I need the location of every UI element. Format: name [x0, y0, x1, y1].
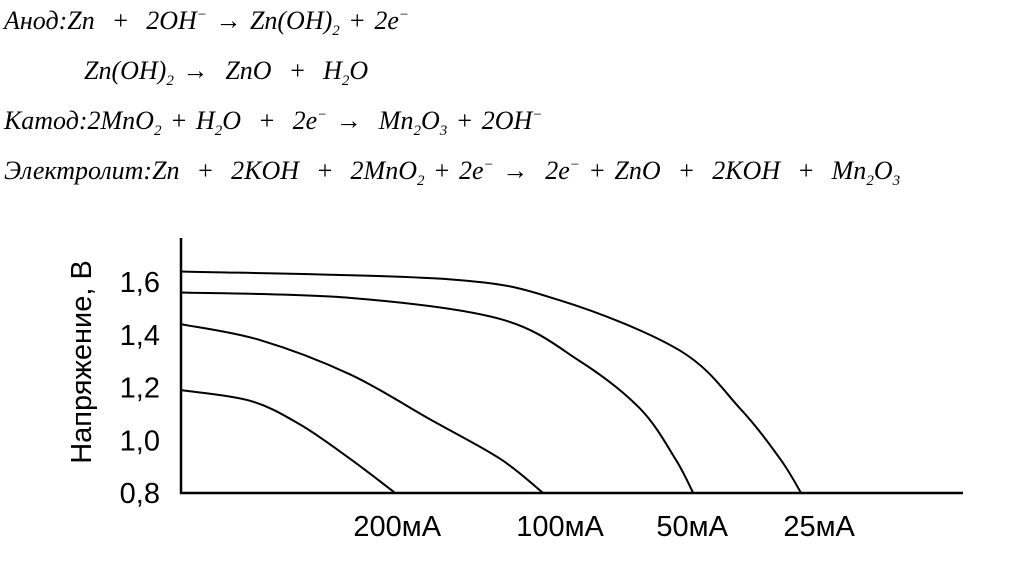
- series-line-200мА: [180, 389, 396, 494]
- equation-text: → Mn: [327, 106, 414, 135]
- equation-sup: −: [569, 157, 580, 173]
- y-axis-label: Напряжение, В: [66, 260, 98, 464]
- equation-text: O + 2e: [222, 106, 318, 135]
- equation-text: Катод:2MnO: [4, 106, 154, 135]
- series-line-25мА: [180, 270, 802, 494]
- equation-text: → 2e: [493, 156, 570, 185]
- equation-3: Катод:2MnO2 + H2O + 2e− → Mn2O3 + 2OH−: [4, 106, 542, 140]
- equation-sub: 2: [166, 73, 174, 89]
- equation-text: Zn + 2OH: [67, 6, 197, 35]
- equation-text: Zn(OH): [84, 56, 167, 85]
- equation-sup: −: [398, 7, 409, 23]
- equation-text: Электролит:Zn + 2KOH + 2MnO: [4, 156, 417, 185]
- equation-text: →: [206, 6, 250, 35]
- equation-sup: −: [317, 107, 328, 123]
- equation-sup: −: [532, 107, 543, 123]
- equation-text: O: [420, 106, 440, 135]
- equation-text: Zn(OH): [249, 6, 333, 35]
- equation-sub: 3: [892, 173, 901, 189]
- y-tick-label: 1,0: [120, 425, 160, 457]
- y-tick-label: 1,4: [120, 320, 160, 352]
- equation-text: + ZnO + 2KOH + Mn: [579, 156, 867, 185]
- equation-4: Электролит:Zn + 2KOH + 2MnO2 + 2e− → 2e−…: [4, 156, 900, 190]
- equation-text: + H: [161, 106, 215, 135]
- equation-sup: −: [483, 157, 494, 173]
- equation-sub: 2: [866, 173, 874, 189]
- equation-text: Анод:: [4, 6, 68, 35]
- equation-text: + 2e: [339, 6, 399, 35]
- equation-sub: 3: [439, 123, 448, 139]
- equation-sub: 2: [416, 173, 425, 189]
- series-label: 50мА: [656, 511, 728, 543]
- equation-text: + 2OH: [447, 106, 533, 135]
- equation-sub: 2: [332, 23, 340, 39]
- equation-sub: 2: [341, 73, 350, 89]
- series-label: 25мА: [783, 511, 855, 543]
- equation-1: Анод:Zn + 2OH− → Zn(OH)2 + 2e−: [4, 6, 409, 40]
- equation-sub: 2: [214, 123, 223, 139]
- series-line-100мА: [180, 323, 544, 494]
- series-label: 100мА: [516, 511, 604, 543]
- equation-text: O: [873, 156, 893, 185]
- equation-sup: −: [196, 7, 207, 23]
- y-tick-label: 0,8: [120, 478, 160, 510]
- equation-sub: 2: [153, 123, 162, 139]
- equation-text: → ZnO + H: [173, 56, 342, 85]
- equation-sub: 2: [413, 123, 421, 139]
- y-tick-label: 1,6: [120, 267, 160, 299]
- equation-text: + 2e: [424, 156, 484, 185]
- series-label: 200мА: [353, 511, 441, 543]
- equation-2: Zn(OH)2 → ZnO + H2O: [84, 56, 368, 90]
- series-line-50мА: [180, 291, 695, 494]
- equation-text: O: [349, 56, 369, 85]
- y-tick-label: 1,2: [120, 373, 160, 405]
